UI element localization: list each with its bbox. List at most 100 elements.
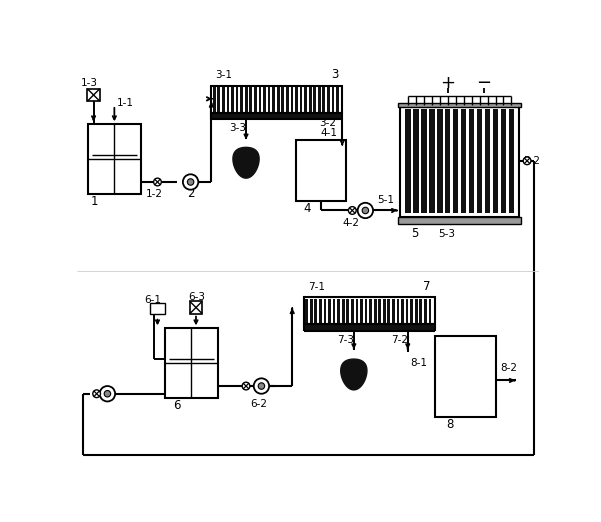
Bar: [360, 299, 363, 323]
Bar: [236, 87, 239, 112]
Text: 8-1: 8-1: [410, 358, 427, 368]
Bar: [281, 87, 284, 112]
Bar: [213, 87, 216, 112]
Bar: [410, 299, 413, 323]
Bar: [508, 109, 514, 213]
Text: −: −: [476, 75, 491, 92]
Bar: [406, 299, 409, 323]
Text: 7-1: 7-1: [308, 282, 325, 292]
Bar: [272, 87, 275, 112]
Bar: [397, 299, 399, 323]
Circle shape: [523, 157, 531, 164]
Bar: [319, 299, 322, 323]
Text: 4-1: 4-1: [321, 128, 338, 138]
Bar: [501, 109, 506, 213]
Bar: [336, 87, 339, 112]
Text: 7-3: 7-3: [337, 335, 354, 345]
Text: 3-2: 3-2: [319, 118, 336, 128]
Bar: [383, 299, 386, 323]
Bar: [333, 299, 335, 323]
Text: 4-2: 4-2: [343, 218, 359, 228]
Bar: [296, 140, 346, 201]
Bar: [327, 87, 330, 112]
Text: 5-3: 5-3: [439, 229, 456, 239]
Bar: [258, 87, 261, 112]
Bar: [310, 299, 313, 323]
Circle shape: [100, 386, 115, 401]
Text: 8: 8: [446, 418, 454, 431]
Bar: [88, 124, 141, 194]
Bar: [369, 299, 372, 323]
Polygon shape: [233, 147, 259, 178]
Circle shape: [154, 178, 161, 186]
Bar: [493, 109, 498, 213]
Bar: [231, 87, 234, 112]
Bar: [346, 299, 349, 323]
Bar: [351, 299, 354, 323]
Bar: [245, 87, 248, 112]
Text: 1-1: 1-1: [117, 98, 133, 108]
Bar: [212, 86, 343, 113]
Bar: [328, 299, 331, 323]
Bar: [286, 87, 288, 112]
Bar: [400, 105, 519, 217]
Bar: [190, 301, 202, 314]
Bar: [429, 299, 432, 323]
Bar: [398, 103, 521, 106]
Circle shape: [258, 383, 264, 389]
Bar: [254, 87, 257, 112]
Bar: [388, 299, 390, 323]
Text: 2: 2: [187, 187, 194, 200]
Bar: [305, 299, 308, 323]
Bar: [249, 87, 252, 112]
Bar: [165, 328, 218, 398]
Bar: [318, 87, 321, 112]
Bar: [309, 87, 311, 112]
Bar: [374, 299, 377, 323]
Bar: [437, 109, 442, 213]
Text: 4: 4: [304, 203, 311, 216]
Bar: [415, 299, 418, 323]
Circle shape: [93, 390, 100, 398]
Text: 7-2: 7-2: [391, 335, 408, 345]
Circle shape: [242, 382, 250, 390]
Bar: [267, 87, 270, 112]
Bar: [87, 89, 100, 101]
Bar: [304, 325, 435, 330]
Circle shape: [188, 179, 194, 185]
Bar: [342, 299, 344, 323]
Bar: [150, 303, 165, 314]
Bar: [477, 109, 482, 213]
Text: 6: 6: [173, 399, 180, 412]
Circle shape: [254, 378, 269, 394]
Bar: [263, 87, 266, 112]
Bar: [323, 299, 326, 323]
Circle shape: [104, 390, 111, 397]
Bar: [469, 109, 474, 213]
Text: 7: 7: [423, 280, 431, 293]
Bar: [227, 87, 230, 112]
Bar: [300, 87, 302, 112]
Bar: [461, 109, 466, 213]
Bar: [332, 87, 334, 112]
Text: 6-2: 6-2: [250, 399, 267, 409]
Bar: [240, 87, 243, 112]
Bar: [295, 87, 298, 112]
Text: 5: 5: [412, 227, 419, 240]
Bar: [413, 109, 419, 213]
Bar: [222, 87, 225, 112]
Bar: [429, 109, 435, 213]
Bar: [365, 299, 367, 323]
Bar: [290, 87, 293, 112]
Bar: [419, 299, 422, 323]
Circle shape: [362, 207, 368, 213]
Circle shape: [358, 203, 373, 218]
Bar: [485, 109, 490, 213]
Text: 3-3: 3-3: [229, 123, 246, 133]
Bar: [421, 109, 427, 213]
Text: 6-3: 6-3: [188, 292, 206, 302]
Bar: [304, 87, 307, 112]
Bar: [392, 299, 395, 323]
Circle shape: [349, 207, 356, 215]
Bar: [212, 113, 343, 119]
